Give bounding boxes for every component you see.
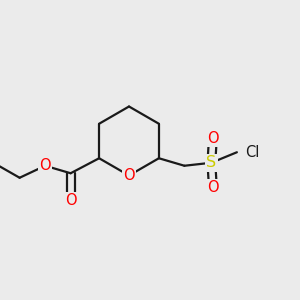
Text: O: O xyxy=(123,168,135,183)
Text: O: O xyxy=(207,180,219,195)
Text: O: O xyxy=(207,131,219,146)
Text: O: O xyxy=(39,158,51,173)
Text: Cl: Cl xyxy=(245,145,260,160)
Text: O: O xyxy=(65,193,76,208)
Text: S: S xyxy=(206,155,216,170)
